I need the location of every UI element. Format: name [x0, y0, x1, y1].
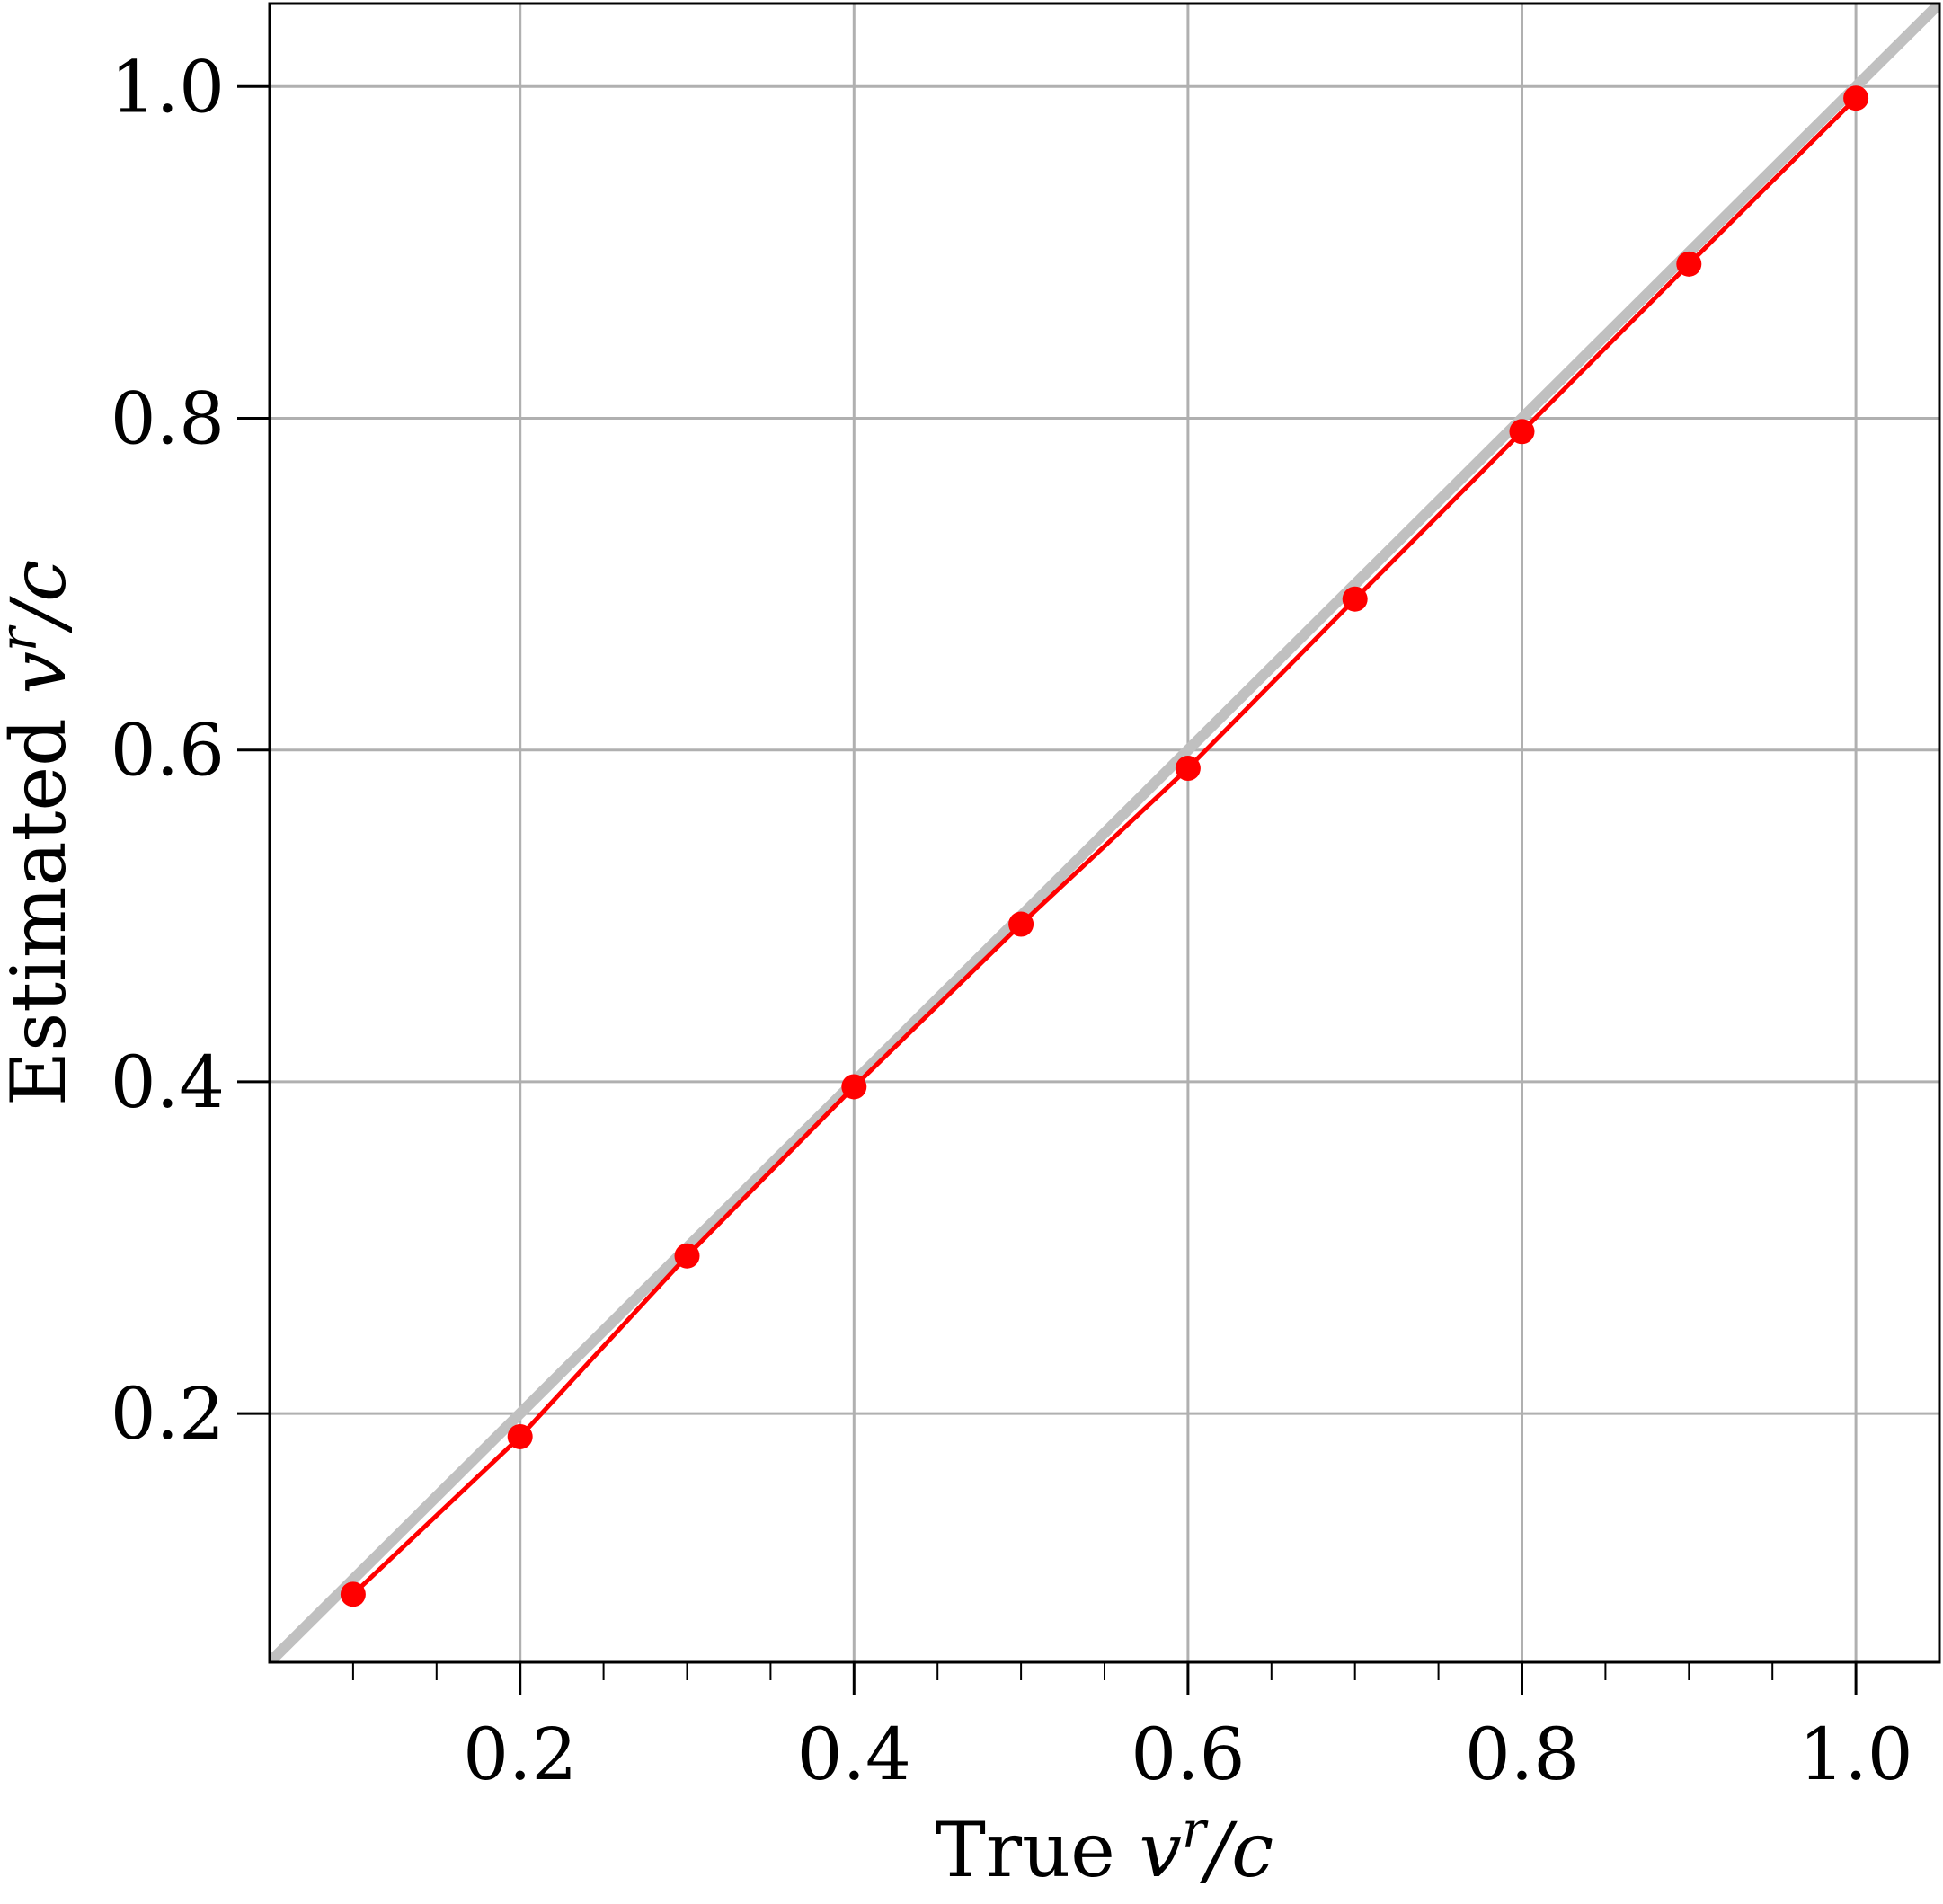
y-tick-label: 1.0 — [111, 45, 225, 128]
x-tick-label: 0.8 — [1465, 1713, 1579, 1796]
data-point — [674, 1243, 700, 1269]
y-axis-title-sup: r — [0, 624, 49, 651]
y-axis-title: Estimated vr/c — [0, 560, 83, 1106]
y-axis-title-var: v — [0, 651, 83, 694]
series-group — [340, 85, 1869, 1607]
data-point — [1175, 756, 1201, 782]
y-axis-title-suffix: /c — [0, 560, 83, 633]
x-axis-title-suffix: /c — [1200, 1806, 1273, 1894]
tick-labels: 0.2 0.4 0.6 0.8 1.0 0.2 0.4 0.6 0.8 1.0 — [111, 45, 1913, 1796]
reference-line-group — [270, 4, 1939, 1662]
ticks — [237, 84, 1858, 1695]
x-tick-label: 0.2 — [463, 1713, 577, 1796]
reference-line — [270, 4, 1939, 1662]
x-axis-title-var: v — [1140, 1806, 1182, 1894]
data-point — [340, 1581, 366, 1607]
data-point — [1342, 586, 1368, 612]
data-point — [1008, 911, 1034, 937]
grid — [270, 4, 1939, 1662]
series-line — [351, 96, 1858, 1597]
data-point — [1509, 419, 1535, 445]
x-tick-label: 0.4 — [797, 1713, 911, 1796]
x-tick-label: 1.0 — [1798, 1713, 1912, 1796]
x-tick-label: 0.6 — [1131, 1713, 1245, 1796]
data-point — [507, 1423, 533, 1449]
y-tick-label: 0.4 — [111, 1041, 225, 1124]
x-axis-title: True vr/c — [936, 1802, 1273, 1894]
x-axis-title-prefix: True — [936, 1806, 1140, 1894]
x-axis-title-sup: r — [1182, 1802, 1209, 1860]
data-point — [841, 1074, 867, 1100]
y-tick-label: 0.2 — [111, 1372, 225, 1456]
y-tick-label: 0.6 — [111, 709, 225, 793]
data-point — [1843, 85, 1869, 111]
y-tick-label: 0.8 — [111, 377, 225, 461]
y-axis-title-prefix: Estimated — [0, 694, 83, 1106]
data-point — [1676, 251, 1702, 277]
